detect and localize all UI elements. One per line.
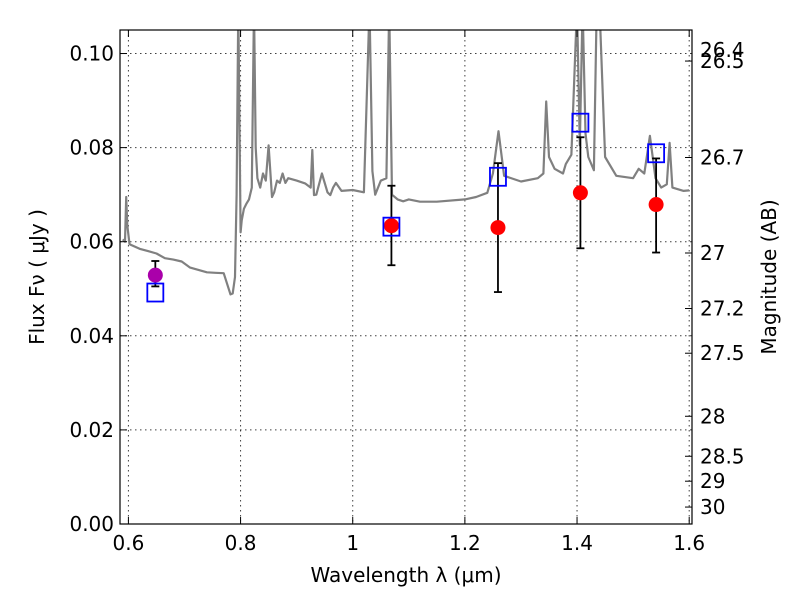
y-right-tick-label: 26.5: [700, 49, 745, 73]
x-tick-label: 1.2: [449, 531, 481, 555]
y-tick-label: 0.06: [69, 230, 114, 254]
x-tick-label: 0.8: [225, 531, 257, 555]
y-right-tick-label: 28.5: [700, 444, 745, 468]
y-axis-title: Flux Fν ( μJy ): [25, 209, 49, 345]
y-tick-label: 0.02: [69, 418, 114, 442]
observed-flux-point: [147, 267, 163, 283]
observed-flux-point: [648, 197, 664, 213]
model-flux-square: [146, 282, 165, 303]
data-markers: [146, 112, 666, 303]
x-tick-label: 0.6: [113, 531, 145, 555]
y-right-tick-label: 27.2: [700, 297, 745, 321]
axis-ticks: [120, 30, 692, 525]
x-tick-label: 1: [346, 531, 359, 555]
tick-labels: 0.6 0.8 1 1.2 1.4 1.6 0.00 0.02 0.04 0.06 0.08 0.10…: [69, 38, 744, 555]
y-axis-right-title: Magnitude (AB): [757, 199, 781, 354]
y-right-tick-label: 29: [700, 469, 725, 493]
y-right-tick-label: 26.7: [700, 145, 745, 169]
observed-flux-point: [490, 220, 506, 236]
error-bars: [151, 136, 661, 293]
y-right-tick-label: 27.5: [700, 341, 745, 365]
grid: [120, 30, 692, 525]
y-tick-label: 0.00: [69, 512, 114, 536]
y-tick-label: 0.04: [69, 324, 114, 348]
plot-frame: [119, 29, 693, 525]
plot-area: [122, 30, 690, 303]
model-flux-square: [489, 166, 507, 187]
model-flux-square: [571, 112, 590, 133]
observed-flux-point: [572, 185, 588, 201]
y-right-tick-label: 27: [700, 241, 725, 265]
y-tick-label: 0.10: [69, 42, 114, 66]
x-tick-label: 1.4: [561, 531, 593, 555]
model-spectrum-line: [122, 30, 690, 296]
observed-flux-point: [383, 218, 399, 234]
y-right-tick-label: 26.4: [700, 38, 745, 62]
y-right-tick-label: 28: [700, 404, 725, 428]
model-flux-square: [647, 143, 666, 164]
model-flux-square: [382, 216, 401, 237]
y-tick-label: 0.08: [69, 136, 114, 160]
y-right-tick-label: 30: [700, 495, 725, 519]
x-axis-title: Wavelength λ (μm): [310, 563, 501, 587]
x-tick-label: 1.6: [673, 531, 705, 555]
